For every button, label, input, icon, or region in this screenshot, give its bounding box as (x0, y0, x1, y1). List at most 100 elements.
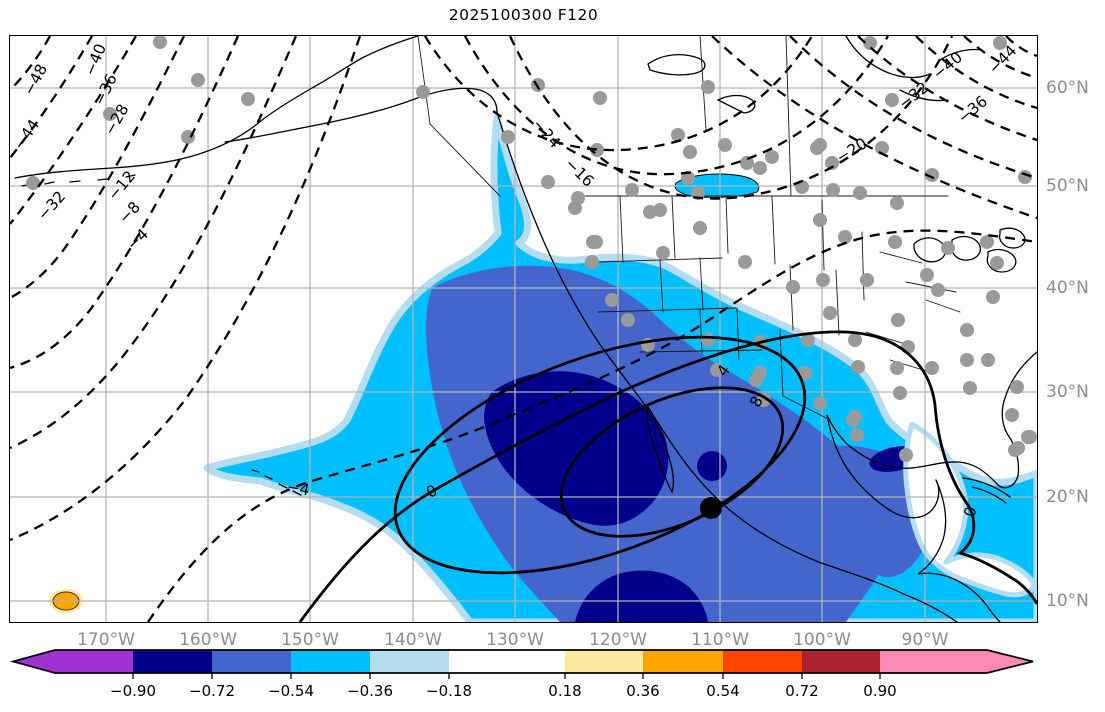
station-dot (621, 313, 635, 327)
lat-tick-label: 20°N (1046, 487, 1089, 507)
colorbar-tick-label: −0.72 (189, 682, 235, 700)
station-dot (605, 293, 619, 307)
contour-label: −36 (954, 92, 991, 127)
station-dot (890, 361, 904, 375)
dashed-negative-contours (10, 36, 1037, 622)
colorbar-segment (565, 650, 643, 673)
station-dot (960, 353, 974, 367)
colorbar: −0.90 −0.72 −0.54 −0.36 −0.18 0.18 0.36 0.54 0.7… (9, 649, 1034, 700)
station-dot (963, 381, 977, 395)
station-dot (925, 168, 939, 182)
lat-tick-label: 10°N (1046, 591, 1089, 611)
fill-navy-spot (697, 451, 727, 481)
border-alaska (417, 36, 501, 197)
station-dot (823, 306, 837, 320)
station-dot (718, 138, 732, 152)
colorbar-tick-label: −0.90 (110, 682, 156, 700)
station-dot (671, 128, 685, 142)
station-dot (710, 363, 724, 377)
contour-label: −48 (20, 61, 51, 98)
station-dot (26, 176, 40, 190)
station-dot (813, 396, 827, 410)
coast-great-lakes (913, 227, 1026, 273)
contour-label: −44 (10, 116, 43, 153)
station-dot (1021, 430, 1035, 444)
lon-tick-label: 150°W (281, 630, 339, 650)
station-dot (103, 107, 117, 121)
contour-label: −32 (34, 187, 69, 223)
station-dot (891, 313, 905, 327)
station-dot (786, 280, 800, 294)
station-dot (191, 73, 205, 87)
plot-title: 2025100300 F120 (448, 6, 599, 24)
filled-anomaly-regions (49, 114, 1037, 622)
political-borders (417, 36, 961, 421)
fill-royalblue-region (426, 265, 932, 622)
station-dot (899, 448, 913, 462)
colorbar-tick-label: −0.18 (426, 682, 472, 700)
station-dot (701, 80, 715, 94)
lat-tick-label: 50°N (1046, 176, 1089, 196)
colorbar-segment (802, 650, 880, 673)
lon-tick-label: 170°W (77, 630, 135, 650)
station-dot (765, 150, 779, 164)
coast-west-and-mexico (496, 111, 958, 622)
station-dot (846, 413, 860, 427)
map-canvas: −48 −44 −40 −36 −28 −32 −12 −8 −4 −24 −16 −20 −32 −36… (10, 36, 1037, 622)
coast-east-gulf (826, 351, 1037, 519)
contour-plus4 (393, 335, 807, 575)
station-dot (683, 145, 697, 159)
station-dot (801, 333, 815, 347)
station-dot (590, 143, 604, 157)
station-dot (153, 36, 167, 49)
grid-lines (10, 36, 1037, 622)
station-dot (593, 91, 607, 105)
station-dot (960, 323, 974, 337)
contour-label: −4 (285, 478, 311, 500)
station-dot (986, 290, 1000, 304)
station-dot (1018, 170, 1032, 184)
contour-label: −44 (985, 42, 1021, 78)
colorbar-segment (212, 650, 291, 673)
station-dot (1005, 408, 1019, 422)
station-dot (813, 213, 827, 227)
station-dot (501, 130, 515, 144)
lon-tick-label: 130°W (486, 630, 544, 650)
colorbar-segment (133, 650, 212, 673)
station-dot (875, 141, 889, 155)
station-dot (531, 78, 545, 92)
coast-alaska-south (224, 87, 498, 143)
lon-tick-label: 100°W (793, 630, 851, 650)
colorbar-segment (55, 650, 133, 673)
station-dot (920, 268, 934, 282)
station-dot (656, 246, 670, 260)
fill-navy-core (484, 371, 669, 526)
contour-label: −20 (833, 134, 870, 167)
station-dot (838, 230, 852, 244)
station-dot (653, 203, 667, 217)
colorbar-tick-label: 0.36 (626, 682, 659, 700)
station-dot (541, 175, 555, 189)
colorbar-tick-label: 0.90 (863, 682, 896, 700)
station-dot (740, 156, 754, 170)
station-dot (749, 373, 763, 387)
station-dot (738, 255, 752, 269)
lon-tick-label: 120°W (589, 630, 647, 650)
lon-tick-label: 90°W (901, 630, 949, 650)
contour-label: −32 (895, 78, 932, 112)
station-dot (885, 93, 899, 107)
border-states (597, 195, 961, 421)
station-dot (825, 156, 839, 170)
station-dot (798, 366, 812, 380)
station-dot (863, 36, 877, 50)
station-dot (853, 186, 867, 200)
contour-label: −16 (561, 155, 597, 191)
station-dot (826, 183, 840, 197)
coast-aleutians (14, 36, 419, 179)
station-dot (993, 36, 1007, 50)
station-dot (585, 255, 599, 269)
lat-tick-label: 40°N (1046, 278, 1089, 298)
coast-cuba (962, 477, 1011, 504)
station-dots-layer (26, 36, 1037, 462)
colorbar-tick-label: 0.54 (706, 682, 739, 700)
